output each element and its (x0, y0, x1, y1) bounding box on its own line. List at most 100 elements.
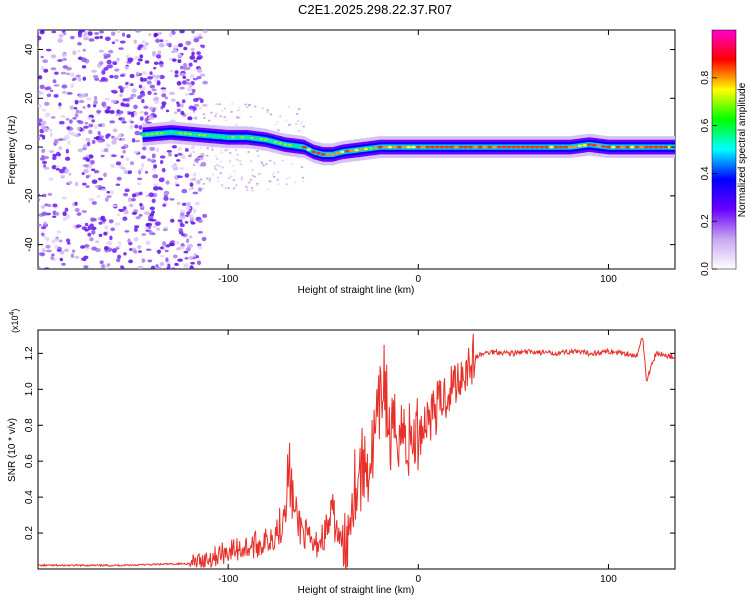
noise-speckle (227, 177, 231, 180)
noise-speckle (163, 190, 170, 196)
noise-speckle (110, 163, 116, 168)
noise-speckle (235, 123, 238, 126)
noise-speckle (119, 93, 123, 98)
noise-speckle (141, 71, 147, 75)
noise-speckle (197, 230, 203, 234)
ridge-core (577, 144, 583, 148)
noise-speckle (91, 139, 96, 145)
noise-speckle (139, 202, 143, 207)
noise-speckle (151, 88, 157, 92)
noise-speckle (109, 120, 116, 124)
noise-speckle (157, 31, 163, 35)
noise-speckle (67, 140, 71, 145)
noise-speckle (174, 70, 179, 74)
noise-speckle (38, 198, 41, 202)
noise-speckle (139, 110, 146, 114)
noise-speckle (238, 116, 241, 119)
noise-speckle (190, 107, 193, 110)
noise-speckle (272, 171, 276, 174)
noise-speckle (159, 159, 164, 165)
ridge-core (468, 145, 473, 149)
noise-speckle (199, 107, 202, 110)
noise-speckle (162, 241, 167, 246)
ridge-core (539, 145, 545, 149)
noise-speckle (97, 216, 101, 220)
noise-speckle (195, 157, 199, 159)
noise-speckle (121, 32, 126, 37)
noise-speckle (150, 265, 156, 269)
noise-speckle (178, 228, 184, 233)
noise-speckle (149, 212, 155, 217)
noise-speckle (189, 73, 195, 79)
noise-speckle (189, 217, 195, 221)
noise-speckle (231, 102, 234, 105)
noise-speckle (208, 119, 211, 122)
ridge-core (340, 150, 345, 154)
noise-speckle (213, 165, 217, 168)
noise-speckle (188, 92, 195, 96)
noise-speckle (111, 248, 117, 253)
ridge-core (506, 145, 511, 149)
noise-speckle (169, 240, 176, 244)
noise-speckle (124, 66, 129, 70)
noise-speckle (176, 81, 182, 86)
noise-speckle (208, 179, 211, 181)
noise-speckle (177, 175, 183, 179)
noise-speckle (247, 151, 250, 153)
noise-speckle (187, 154, 192, 158)
noise-speckle (186, 86, 193, 92)
noise-speckle (276, 171, 280, 174)
noise-speckle (124, 230, 130, 233)
noise-speckle (40, 66, 45, 71)
noise-speckle (88, 129, 93, 135)
noise-speckle (256, 150, 259, 153)
noise-speckle (220, 151, 224, 154)
noise-speckle (184, 173, 190, 178)
ridge-core (178, 131, 183, 135)
noise-speckle (227, 187, 230, 189)
noise-speckle (161, 167, 166, 173)
noise-speckle (91, 201, 97, 205)
ridge-core (325, 153, 331, 156)
noise-speckle (261, 107, 264, 109)
noise-speckle (186, 41, 192, 45)
snr-ytick-label: 0.8 (24, 418, 35, 432)
spectrogram-ytick-label: 20 (24, 92, 35, 104)
ridge-core (406, 145, 411, 149)
noise-speckle (216, 176, 220, 179)
ridge-core (544, 145, 549, 149)
noise-speckle (269, 113, 273, 116)
noise-speckle (193, 59, 198, 63)
noise-speckle (112, 62, 118, 65)
noise-speckle (85, 157, 89, 161)
ridge-core (149, 132, 155, 136)
ridge-mid (142, 127, 675, 160)
noise-speckle (144, 111, 149, 116)
noise-speckle (279, 115, 282, 118)
noise-speckle (167, 263, 171, 269)
noise-speckle (59, 239, 63, 243)
noise-speckle (50, 67, 57, 71)
noise-speckle (69, 105, 75, 111)
ridge-core (335, 151, 340, 155)
noise-speckle (216, 158, 219, 160)
noise-speckle (237, 109, 240, 112)
ridge-core (173, 131, 179, 135)
noise-speckle (93, 125, 98, 130)
ridge-core (601, 145, 606, 148)
noise-speckle (149, 71, 153, 75)
noise-speckle (187, 116, 193, 121)
ridge-core (145, 133, 150, 136)
ridge-core (278, 142, 283, 145)
noise-speckle (161, 101, 167, 106)
noise-speckle (300, 166, 304, 169)
snr-xtick-label: 100 (600, 574, 617, 585)
noise-speckle (106, 143, 111, 148)
ridge-core (216, 135, 221, 138)
noise-speckle (198, 245, 203, 250)
noise-speckle (181, 99, 186, 104)
noise-speckle (46, 87, 52, 90)
noise-speckle (91, 226, 97, 231)
noise-speckle (189, 266, 195, 269)
noise-speckle (224, 149, 227, 152)
